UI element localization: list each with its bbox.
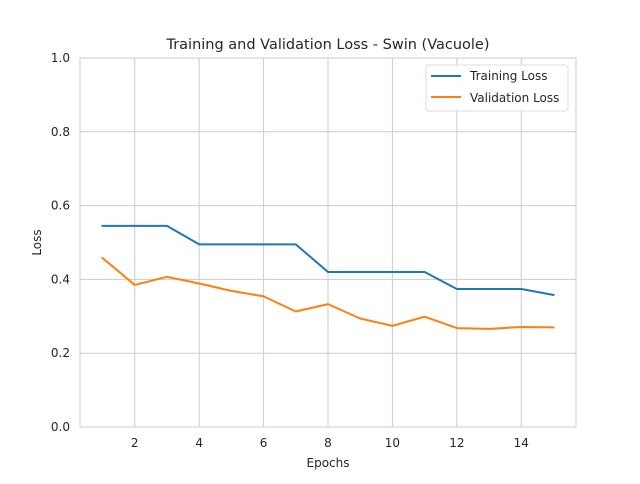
y-tick-label: 0.8 — [51, 125, 70, 139]
y-tick-label: 1.0 — [51, 51, 70, 65]
y-tick-label: 0.4 — [51, 272, 70, 286]
legend-label-training: Training Loss — [469, 69, 547, 83]
y-tick-label: 0.6 — [51, 199, 70, 213]
x-tick-label: 14 — [514, 436, 529, 450]
y-tick-label: 0.0 — [51, 420, 70, 434]
x-tick-label: 8 — [324, 436, 332, 450]
chart-title: Training and Validation Loss - Swin (Vac… — [165, 37, 489, 53]
legend-label-validation: Validation Loss — [470, 91, 559, 105]
legend: Training Loss Validation Loss — [426, 65, 568, 111]
x-tick-label: 6 — [260, 436, 268, 450]
x-axis-label: Epochs — [307, 456, 350, 470]
y-tick-label: 0.2 — [51, 346, 70, 360]
x-tick-label: 10 — [385, 436, 400, 450]
x-tick-label: 2 — [131, 436, 139, 450]
x-tick-label: 4 — [195, 436, 203, 450]
y-axis-label: Loss — [30, 229, 44, 255]
x-tick-label: 12 — [449, 436, 464, 450]
